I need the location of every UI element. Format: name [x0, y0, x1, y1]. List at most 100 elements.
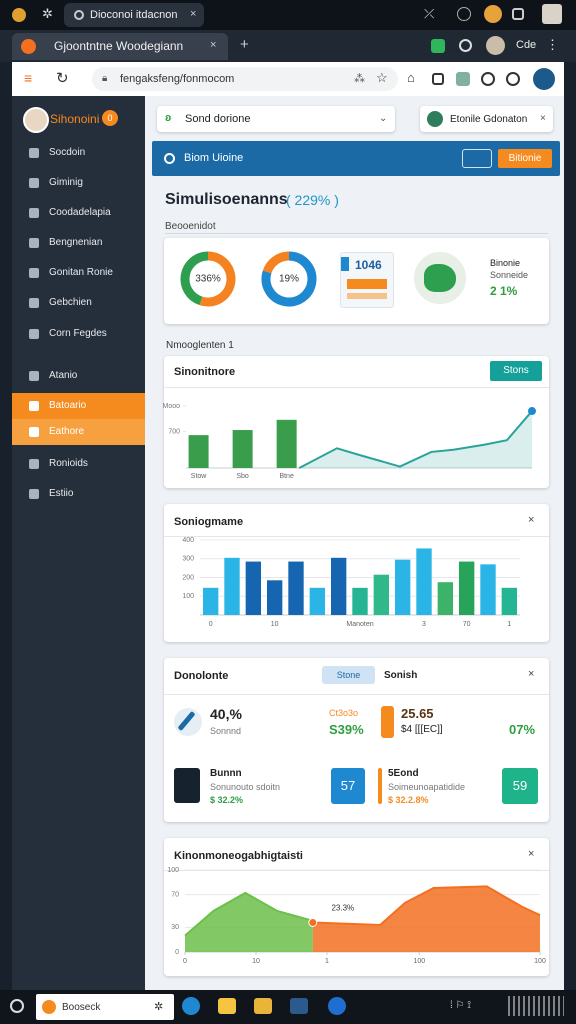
menu-label: Coodadelapia — [49, 207, 111, 218]
divider — [164, 387, 549, 388]
icon[interactable] — [432, 73, 444, 85]
select[interactable]: Etonile Gdonaton × — [420, 106, 553, 132]
menu-icon[interactable]: ⋮ — [546, 37, 559, 52]
avatar[interactable] — [542, 4, 562, 24]
menu-item[interactable]: Atanio — [12, 363, 145, 389]
tab-icon — [74, 10, 84, 20]
stat-icon — [174, 768, 200, 803]
close-icon[interactable]: × — [528, 668, 535, 680]
menu-item[interactable]: Gonitan Ronie — [12, 260, 145, 286]
browser-tab[interactable]: Gjoontntne Woodegiann × — [12, 33, 228, 60]
select[interactable]: ʚ Sond dorione ⌄ — [157, 106, 395, 132]
menu-icon — [29, 208, 39, 218]
url-box[interactable]: 🔒︎ fengaksfeng/fonmocom ⁂ ☆ — [92, 67, 398, 91]
stat-value: S39% — [329, 722, 364, 737]
menu-label: Giminig — [49, 177, 83, 188]
icon[interactable] — [512, 8, 524, 20]
menu-item[interactable]: Bengnenian — [12, 230, 145, 256]
tray-icons[interactable]: ⁞ ⚐ ⟟ — [450, 1000, 472, 1011]
summary-side-text: Sonneide — [490, 270, 529, 280]
avatar[interactable] — [486, 36, 505, 55]
tile-bar — [347, 279, 387, 289]
icon[interactable] — [431, 39, 445, 53]
tab-active[interactable]: Stone — [322, 666, 375, 684]
menu-item[interactable]: Corn Fegdes — [12, 321, 145, 347]
card-title: Donolonte — [174, 670, 229, 682]
select-label: Etonile Gdonaton — [450, 114, 528, 125]
menu-label: Batoario — [49, 400, 87, 411]
stat-value: 40,% — [210, 706, 242, 722]
menu-label: Socdoin — [49, 147, 86, 158]
search-icon — [42, 1000, 56, 1014]
os-bar: ✲ Dioconoi itdacnon × ⤫ — [0, 0, 576, 30]
stat-label: $4 [[[EC]] — [401, 724, 443, 735]
select-icon: ʚ — [165, 112, 172, 124]
lock-icon: 🔒︎ — [102, 73, 108, 84]
summary-card: 1046 Binonie Sonneide 2 1% — [164, 238, 549, 324]
page-title-badge: ( 229% ) — [286, 192, 339, 208]
taskbar-app[interactable] — [254, 998, 272, 1014]
os-tab[interactable]: Dioconoi itdacnon × — [64, 3, 204, 27]
clock[interactable] — [508, 996, 564, 1016]
banner-button[interactable]: Bitionie — [498, 149, 552, 168]
divider — [164, 694, 549, 695]
banner-title: Biom Uioine — [184, 152, 244, 164]
avatar[interactable] — [533, 68, 555, 90]
tile-value: 1046 — [355, 258, 382, 272]
new-tab[interactable]: + — [240, 36, 249, 53]
menu-icon — [29, 427, 39, 437]
taskbar-app[interactable] — [182, 997, 200, 1015]
icon[interactable] — [506, 72, 520, 86]
close-icon[interactable]: × — [210, 39, 217, 51]
stat-value: 07% — [509, 722, 536, 737]
stat-text: Sonunouto sdoitn — [210, 782, 281, 792]
stat-title: 5Eond — [388, 768, 419, 779]
icon[interactable] — [459, 39, 472, 52]
avatar[interactable] — [484, 5, 502, 23]
user-avatar[interactable] — [23, 107, 49, 133]
browser-tabs: Gjoontntne Woodegiann × + Cde ⋮ — [0, 30, 576, 62]
menu-item[interactable]: Giminig — [12, 170, 145, 196]
stat-value: $ 32.2% — [210, 795, 244, 805]
menu-item[interactable]: Ronioids — [12, 451, 145, 477]
icon[interactable] — [481, 72, 495, 86]
menu-item[interactable]: Socdoin — [12, 140, 145, 166]
taskbar-app[interactable] — [290, 998, 308, 1014]
tab-title: Gjoontntne Woodegiann — [54, 39, 184, 53]
app-icon — [12, 8, 26, 22]
icon[interactable] — [456, 72, 470, 86]
menu-item[interactable]: Batoario — [12, 393, 145, 419]
home-icon[interactable]: ⌂ — [407, 70, 415, 85]
user-name[interactable]: Sihonoini — [50, 112, 100, 126]
stat-icon — [174, 708, 202, 736]
menu-icon — [29, 371, 39, 381]
translate-icon[interactable]: ⁂ — [354, 73, 365, 85]
back-icon[interactable]: ≡ — [24, 70, 33, 86]
banner-icon-button[interactable] — [462, 149, 492, 168]
reload-icon[interactable]: ↻ — [56, 70, 69, 87]
menu-item[interactable]: Gebchien — [12, 290, 145, 316]
chevron: ⌄ — [379, 113, 388, 124]
icon[interactable] — [457, 7, 471, 21]
profile-label[interactable]: Cde — [516, 39, 537, 51]
star-icon[interactable]: ☆ — [376, 70, 388, 85]
icon[interactable]: ⤫ — [424, 6, 435, 21]
menu-item[interactable]: Eathore — [12, 419, 145, 445]
taskbar-app[interactable] — [218, 998, 236, 1014]
tab[interactable]: Sonish — [384, 670, 418, 681]
close-icon[interactable]: × — [528, 514, 535, 526]
menu-icon — [29, 459, 39, 469]
close-icon[interactable]: × — [190, 8, 197, 20]
menu-item[interactable]: Estiio — [12, 481, 145, 507]
summary-tile: 1046 — [340, 252, 394, 308]
close-icon[interactable]: × — [528, 848, 535, 860]
start-icon[interactable] — [10, 999, 24, 1013]
tile-strip — [341, 257, 349, 271]
card-button[interactable]: Stons — [490, 361, 542, 381]
menu-label: Ronioids — [49, 458, 88, 469]
menu-item[interactable]: Coodadelapia — [12, 200, 145, 226]
search-box[interactable]: Booseck ✲ — [36, 994, 174, 1020]
stat-badge: 59 — [502, 768, 538, 804]
user-badge: 0 — [102, 110, 118, 126]
taskbar-app[interactable] — [328, 997, 346, 1015]
